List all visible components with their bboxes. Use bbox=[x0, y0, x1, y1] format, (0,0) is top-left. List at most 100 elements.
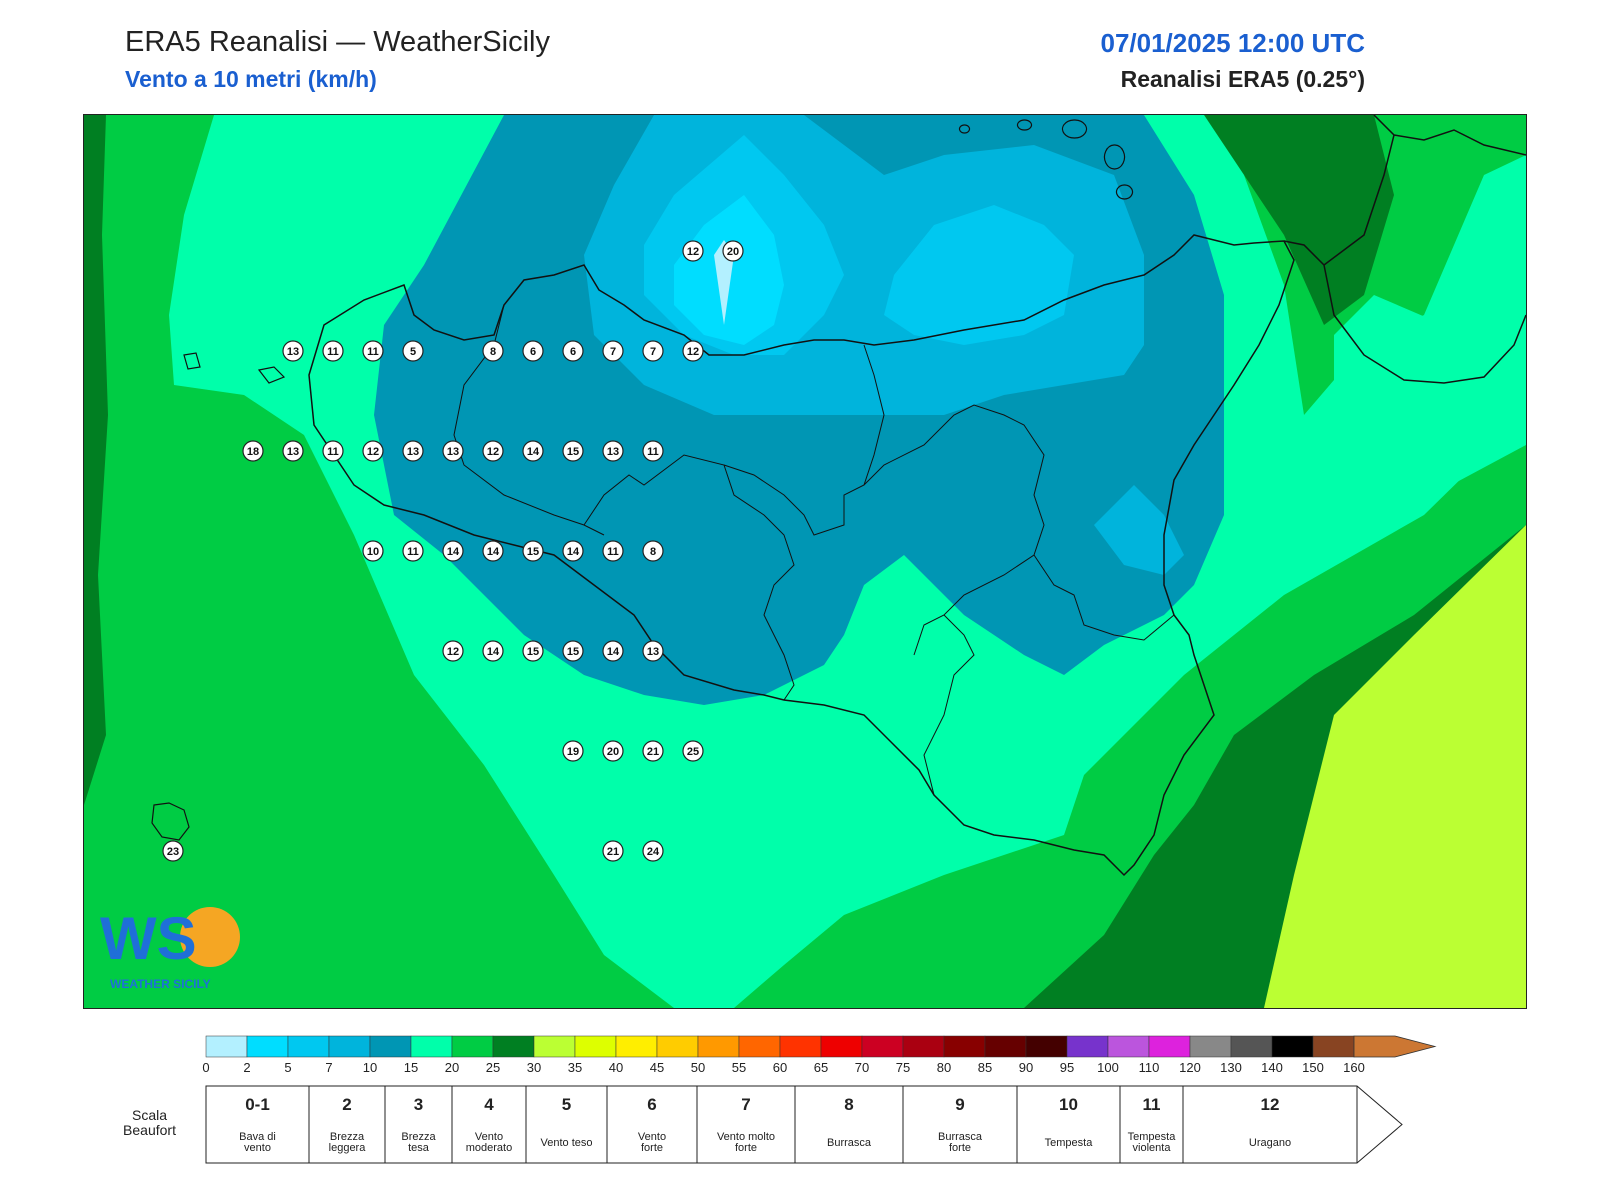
marker-value: 14 bbox=[607, 646, 620, 658]
logo-monogram: WS bbox=[100, 905, 197, 972]
marker-value: 10 bbox=[367, 546, 379, 558]
marker-circle bbox=[522, 640, 544, 662]
wind-value-marker: 11 bbox=[322, 440, 344, 462]
data-source: Reanalisi ERA5 (0.25°) bbox=[1120, 66, 1365, 92]
wind-value-marker: 12 bbox=[482, 440, 504, 462]
wind-value-marker: 12 bbox=[682, 240, 704, 262]
marker-value: 12 bbox=[687, 246, 699, 258]
wind-value-marker: 12 bbox=[442, 640, 464, 662]
wind-value-marker: 14 bbox=[602, 640, 624, 662]
colorbar-tick: 65 bbox=[814, 1060, 828, 1075]
colorbar-tick: 15 bbox=[404, 1060, 418, 1075]
beaufort-number: 8 bbox=[844, 1095, 853, 1114]
wind-value-markers: 13 11 11 5 8 6 6 7 7 12 12 20 18 13 11 12 13 13 12 14 15 13 11… bbox=[162, 240, 744, 862]
beaufort-name: vento bbox=[244, 1142, 271, 1154]
marker-circle bbox=[642, 740, 664, 762]
marker-value: 11 bbox=[607, 546, 619, 558]
marker-value: 13 bbox=[607, 446, 619, 458]
beaufort-number: 6 bbox=[647, 1095, 656, 1114]
beaufort-name: forte bbox=[735, 1142, 757, 1154]
colorbar-tick: 40 bbox=[609, 1060, 623, 1075]
marker-value: 6 bbox=[530, 346, 536, 358]
wind-value-marker: 7 bbox=[642, 340, 664, 362]
marker-circle bbox=[562, 440, 584, 462]
wind-value-marker: 20 bbox=[602, 740, 624, 762]
marker-value: 14 bbox=[487, 546, 500, 558]
marker-value: 20 bbox=[727, 246, 739, 258]
wind-value-marker: 6 bbox=[522, 340, 544, 362]
marker-value: 12 bbox=[487, 446, 499, 458]
beaufort-class: 8 Burrasca bbox=[794, 1085, 904, 1164]
colorbar-tick: 35 bbox=[568, 1060, 582, 1075]
marker-value: 24 bbox=[647, 846, 660, 858]
marker-circle bbox=[282, 340, 304, 362]
marker-circle bbox=[682, 340, 704, 362]
marker-value: 23 bbox=[167, 846, 179, 858]
marker-circle bbox=[642, 440, 664, 462]
wind-value-marker: 11 bbox=[602, 540, 624, 562]
beaufort-name: Vento bbox=[475, 1131, 503, 1143]
wind-value-marker: 15 bbox=[562, 440, 584, 462]
beaufort-class: 10 Tempesta bbox=[1016, 1085, 1121, 1164]
wind-value-marker: 13 bbox=[282, 340, 304, 362]
beaufort-class: 12 Uragano bbox=[1182, 1085, 1403, 1164]
wind-value-marker: 7 bbox=[602, 340, 624, 362]
map-title: ERA5 Reanalisi — WeatherSicily bbox=[125, 26, 550, 58]
colorbar-tick: 25 bbox=[486, 1060, 500, 1075]
field-7-10-east bbox=[1094, 485, 1184, 575]
wind-value-marker: 18 bbox=[242, 440, 264, 462]
marker-circle bbox=[722, 240, 744, 262]
wind-value-marker: 11 bbox=[642, 440, 664, 462]
pantelleria-island bbox=[151, 802, 190, 841]
field-25-30-west bbox=[84, 115, 108, 805]
colorbar-tick: 2 bbox=[243, 1060, 250, 1075]
field-30-35 bbox=[1264, 525, 1526, 1008]
wind-value-marker: 13 bbox=[282, 440, 304, 462]
marker-circle bbox=[362, 440, 384, 462]
marker-value: 5 bbox=[410, 346, 416, 358]
colorbar-tick: 80 bbox=[937, 1060, 951, 1075]
marker-value: 14 bbox=[527, 446, 540, 458]
colorbar-tick: 20 bbox=[445, 1060, 459, 1075]
province-boundaries bbox=[453, 304, 1175, 796]
map-subtitle: Vento a 10 metri (km/h) bbox=[125, 66, 377, 92]
colorbar-tick: 45 bbox=[650, 1060, 664, 1075]
beaufort-name: Vento teso bbox=[541, 1137, 593, 1149]
wind-value-marker: 13 bbox=[402, 440, 424, 462]
marker-circle bbox=[602, 440, 624, 462]
wind-value-marker: 12 bbox=[362, 440, 384, 462]
marker-value: 14 bbox=[447, 546, 460, 558]
beaufort-name: Vento molto bbox=[717, 1131, 775, 1143]
beaufort-number: 9 bbox=[955, 1095, 964, 1114]
wind-value-marker: 13 bbox=[442, 440, 464, 462]
marker-circle bbox=[522, 540, 544, 562]
marker-value: 11 bbox=[367, 346, 379, 358]
beaufort-number: 3 bbox=[414, 1095, 423, 1114]
beaufort-name: Vento bbox=[638, 1131, 666, 1143]
beaufort-number: 5 bbox=[562, 1095, 571, 1114]
marker-value: 12 bbox=[687, 346, 699, 358]
marker-circle bbox=[442, 540, 464, 562]
beaufort-class: 5 Vento teso bbox=[525, 1085, 608, 1164]
beaufort-name: violenta bbox=[1133, 1142, 1172, 1154]
colorbar-swatches bbox=[205, 1035, 1437, 1058]
beaufort-number: 7 bbox=[741, 1095, 750, 1114]
wind-value-marker: 24 bbox=[642, 840, 664, 862]
marker-circle bbox=[482, 440, 504, 462]
beaufort-name: Tempesta bbox=[1045, 1137, 1094, 1149]
beaufort-name: moderato bbox=[466, 1142, 512, 1154]
beaufort-name: Uragano bbox=[1249, 1137, 1291, 1149]
logo-text: WEATHER SICILY bbox=[110, 977, 211, 991]
beaufort-name: Brezza bbox=[401, 1131, 436, 1143]
marker-circle bbox=[522, 340, 544, 362]
beaufort-name: Bava di bbox=[239, 1131, 276, 1143]
field-15-20-calabria bbox=[1334, 295, 1526, 505]
marker-value: 14 bbox=[487, 646, 500, 658]
logo-sun-icon bbox=[180, 907, 240, 967]
colorbar-tick: 130 bbox=[1220, 1060, 1242, 1075]
